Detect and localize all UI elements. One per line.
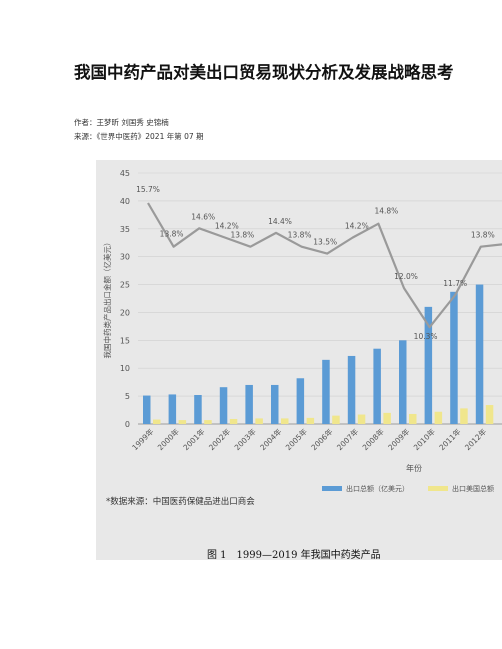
bar-export-total xyxy=(296,378,305,424)
share-data-label: 13.8% xyxy=(160,230,184,239)
bar-export-total xyxy=(168,394,177,424)
x-tick-label: 2009年 xyxy=(386,426,412,452)
x-tick-label: 2005年 xyxy=(283,426,309,452)
x-tick-label: 2012年 xyxy=(462,426,488,452)
bar-export-us xyxy=(153,419,161,424)
bar-export-total xyxy=(475,284,484,424)
bar-export-total xyxy=(347,355,356,424)
bar-export-us xyxy=(306,417,315,424)
data-source-note: *数据来源：中国医药保健品进出口商会 xyxy=(106,496,255,507)
bar-export-us xyxy=(178,420,187,424)
share-data-label: 13.8% xyxy=(230,231,254,240)
x-tick-label: 2006年 xyxy=(309,426,335,452)
bar-export-us xyxy=(485,405,494,424)
share-data-label: 14.2% xyxy=(345,222,369,231)
x-tick-label: 2008年 xyxy=(360,426,386,452)
bar-export-us xyxy=(255,418,263,424)
y-tick-label: 10 xyxy=(120,364,130,373)
bar-export-total xyxy=(271,384,279,424)
x-axis-title: 年份 xyxy=(406,463,422,473)
share-data-label: 12.0% xyxy=(394,272,418,281)
bar-export-total xyxy=(322,359,330,424)
y-tick-label: 0 xyxy=(125,420,130,429)
y-tick-label: 30 xyxy=(120,253,130,262)
article-source: 来源：《世界中医药》2021 年第 07 期 xyxy=(74,132,204,141)
bar-export-us xyxy=(409,413,417,424)
x-tick-label: 2007年 xyxy=(334,426,360,452)
bar-export-us xyxy=(434,411,443,424)
share-data-label: 10.3% xyxy=(414,332,438,341)
share-line xyxy=(147,202,502,329)
bar-export-us xyxy=(383,412,391,424)
bar-export-us xyxy=(281,418,289,424)
bar-export-total xyxy=(194,394,202,424)
y-tick-label: 40 xyxy=(120,197,130,206)
y-tick-label: 45 xyxy=(120,169,130,178)
share-data-label: 11.7% xyxy=(443,279,467,288)
share-data-label: 13.8% xyxy=(471,231,495,240)
share-data-label: 14.6% xyxy=(191,212,215,221)
bar-export-us xyxy=(460,408,468,424)
share-data-label: 14.4% xyxy=(268,217,292,226)
export-chart: 0 5 10 15 20 25 30 35 40 45 我国中药类产品出口金额（亿美元） 15.7% 1… xyxy=(102,169,502,507)
legend-label-export-us: 出口美国总额 xyxy=(452,484,494,493)
x-tick-label: 2004年 xyxy=(258,426,284,452)
share-data-label: 14.8% xyxy=(374,207,398,216)
y-axis-title: 我国中药类产品出口金额（亿美元） xyxy=(102,239,112,359)
x-tick-label: 2000年 xyxy=(155,426,181,452)
x-tick-label: 2010年 xyxy=(411,426,437,452)
bar-export-us xyxy=(357,414,366,424)
bar-export-us xyxy=(229,418,238,424)
bar-export-total xyxy=(399,340,407,424)
y-tick-label: 15 xyxy=(120,336,130,345)
bar-export-total xyxy=(219,387,228,424)
share-data-label: 15.7% xyxy=(136,185,160,194)
y-tick-label: 35 xyxy=(120,225,130,234)
article-authors: 作者：王梦昕 刘国秀 史锦楠 xyxy=(74,118,169,127)
bar-export-total xyxy=(373,348,381,424)
x-tick-label: 2003年 xyxy=(232,426,258,452)
x-tick-label: 1999年 xyxy=(130,426,156,452)
figure-caption: 图 1 1999—2019 年我国中药类产品 xyxy=(207,550,381,561)
bar-export-total xyxy=(424,306,433,424)
bar-export-total xyxy=(143,395,151,424)
x-tick-label: 2002年 xyxy=(206,426,232,452)
x-tick-label: 2001年 xyxy=(181,426,207,452)
y-tick-label: 25 xyxy=(120,281,130,290)
legend-swatch-export-us xyxy=(428,486,448,491)
bar-export-us xyxy=(332,415,340,424)
legend-label-export-total: 出口总额（亿美元） xyxy=(346,484,409,493)
bar-export-total xyxy=(450,291,458,424)
chart-figure: 0 5 10 15 20 25 30 35 40 45 我国中药类产品出口金额（亿美元） 15.7% 1… xyxy=(96,160,502,560)
x-tick-label: 2011年 xyxy=(437,426,463,452)
share-data-label: 14.2% xyxy=(215,222,239,231)
bar-export-total xyxy=(245,384,253,424)
legend-swatch-export-total xyxy=(322,486,342,491)
article-title: 我国中药产品对美出口贸易现状分析及发展战略思考 xyxy=(74,63,454,82)
y-tick-label: 20 xyxy=(120,308,130,317)
share-data-label: 13.5% xyxy=(313,238,337,247)
bar-export-us xyxy=(204,420,212,424)
share-data-label: 13.8% xyxy=(288,231,312,240)
y-tick-label: 5 xyxy=(125,392,130,401)
